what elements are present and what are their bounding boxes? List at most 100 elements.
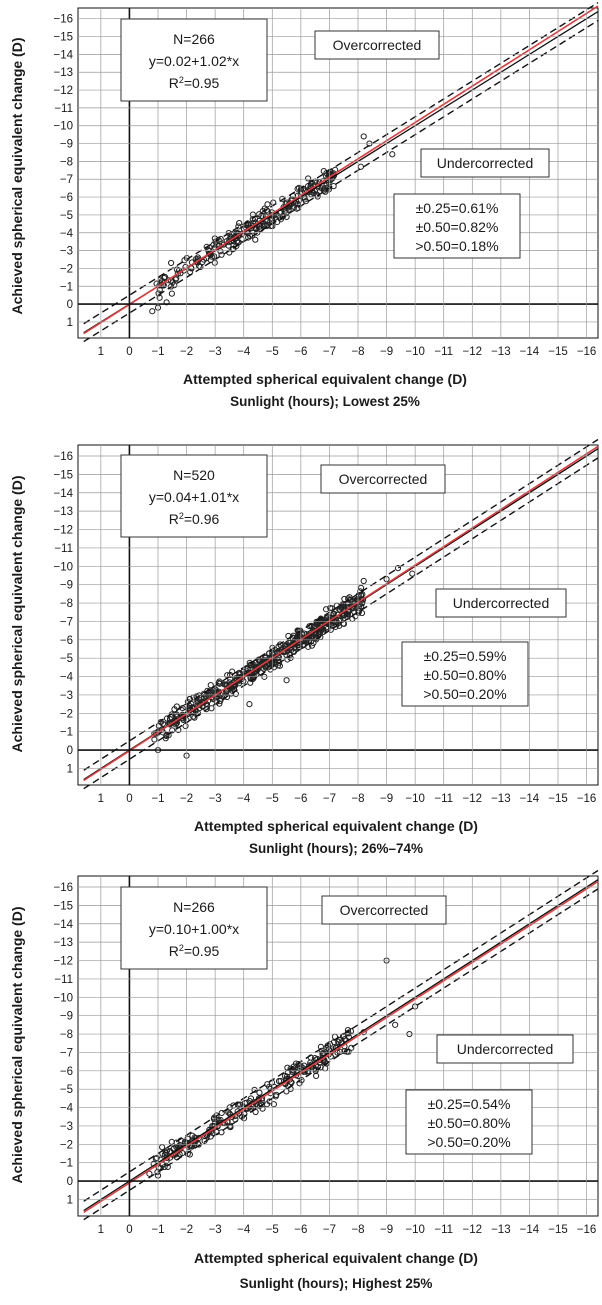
- stats-box: N=520 y=0.04+1.01*x R2=0.96: [120, 454, 268, 538]
- data-point: [344, 611, 352, 618]
- data-point: [173, 1139, 180, 1146]
- accuracy-050: ±0.50=0.82%: [416, 219, 499, 235]
- x-tick-label: −4: [237, 793, 251, 805]
- regression-line: [83, 445, 599, 782]
- data-point: [194, 698, 201, 705]
- x-tick-label: −12: [463, 1224, 483, 1236]
- equation-label: y=0.04+1.01*x: [149, 489, 239, 505]
- data-point: [246, 701, 253, 708]
- accuracy-over-050: >0.50=0.18%: [415, 238, 498, 254]
- y-tick-label: −14: [53, 919, 73, 931]
- lower-tolerance-line: [83, 888, 599, 1221]
- x-tick-label: 1: [98, 793, 104, 805]
- data-point: [318, 1047, 325, 1054]
- regression-line: [83, 880, 599, 1213]
- y-tick-label: −7: [60, 1047, 73, 1059]
- data-point: [322, 606, 330, 613]
- x-tick-labels: 1 0 −1 −2 −3 −4 −5 −6 −7 −8 −9 −10 −11 −12 −13 −14 −15 −1…: [98, 793, 597, 805]
- data-point: [259, 1105, 266, 1112]
- accuracy-box: [405, 1089, 533, 1155]
- data-point: [165, 732, 172, 739]
- r2-label: R2=0.96: [169, 511, 220, 527]
- data-point: [345, 595, 352, 602]
- data-point: [247, 1095, 255, 1102]
- n-label: N=266: [173, 899, 215, 915]
- panel-a: −16−15−14−13−12−11−10−9−8−7−6−5−4−3−2−10…: [9, 2, 599, 409]
- x-tick-label: −12: [463, 793, 483, 805]
- data-point: [392, 1021, 399, 1028]
- x-tick-label: −3: [209, 1224, 222, 1236]
- data-point: [163, 299, 170, 306]
- data-point: [341, 1048, 348, 1055]
- data-point: [263, 222, 270, 230]
- y-tick-label: −15: [53, 32, 73, 44]
- y-tick-label: −4: [60, 672, 74, 684]
- x-tick-label: −5: [266, 793, 279, 805]
- y-tick-label: −11: [54, 543, 73, 555]
- x-tick-label: −10: [405, 1224, 425, 1236]
- data-point: [337, 617, 344, 624]
- x-tick-label: −7: [323, 1224, 336, 1236]
- x-tick-label: −15: [548, 346, 568, 358]
- data-point: [252, 659, 260, 667]
- y-tick-label: −14: [53, 488, 73, 500]
- x-tick-label: −7: [323, 793, 336, 805]
- reference-lines: [83, 438, 599, 790]
- y-tick-label: 1: [67, 317, 73, 329]
- x-tick-label: −14: [520, 1224, 540, 1236]
- y-tick-label: 1: [67, 1194, 73, 1206]
- y-tick-label: −12: [53, 85, 73, 97]
- data-point: [217, 248, 224, 255]
- data-point: [272, 1093, 279, 1100]
- y-tick-label: −5: [60, 1084, 73, 1096]
- x-tick-label: −2: [180, 1224, 193, 1236]
- y-tick-label: −13: [53, 506, 73, 518]
- data-point: [217, 235, 224, 243]
- accuracy-box: [401, 641, 529, 707]
- accuracy-025: ±0.25=0.54%: [428, 1096, 511, 1112]
- data-point: [360, 133, 367, 140]
- y-tick-label: −7: [60, 616, 73, 628]
- x-tick-label: −4: [237, 1224, 251, 1236]
- undercorrected-label: Undercorrected: [453, 595, 550, 611]
- y-tick-label: −8: [60, 598, 73, 610]
- y-tick-label: −15: [53, 469, 73, 481]
- y-tick-label: −3: [60, 246, 73, 258]
- y-tick-label: −16: [53, 882, 73, 894]
- accuracy-over-050: >0.50=0.20%: [427, 1134, 510, 1150]
- overcorrected-box: [320, 464, 446, 494]
- data-point: [358, 603, 365, 610]
- x-tick-label: −10: [405, 346, 425, 358]
- data-point: [268, 215, 275, 222]
- y-tick-label: −1: [60, 281, 73, 293]
- y-tick-label: −9: [60, 139, 73, 151]
- data-point: [223, 693, 231, 701]
- data-point: [283, 1073, 290, 1080]
- undercorrected-label: Undercorrected: [437, 155, 534, 171]
- y-tick-labels: −16−15−14−13−12−11−10−9−8−7−6−5−4−3−2−10…: [53, 451, 73, 775]
- x-tick-label: −3: [209, 793, 222, 805]
- data-point: [151, 736, 158, 743]
- data-point: [327, 604, 334, 612]
- x-axis-label: Attempted spherical equivalent change (D…: [194, 1250, 478, 1266]
- accuracy-025: ±0.25=0.61%: [416, 200, 499, 216]
- x-tick-label: −1: [151, 1224, 164, 1236]
- y-tick-label: −4: [60, 228, 74, 240]
- accuracy-over-050: >0.50=0.20%: [423, 686, 506, 702]
- x-tick-label: −6: [294, 346, 307, 358]
- y-tick-label: −10: [53, 561, 73, 573]
- undercorrected-box: [420, 148, 550, 178]
- y-tick-labels: −16−15−14−13−12−11−10−9−8−7−6−5−4−3−2−10…: [53, 14, 73, 329]
- data-point: [218, 251, 225, 258]
- accuracy-050: ±0.50=0.80%: [424, 667, 507, 683]
- data-point: [146, 1170, 153, 1177]
- x-tick-label: −11: [434, 793, 453, 805]
- data-point: [169, 727, 176, 734]
- y-axis-label: Achieved spherical equivalent change (D): [9, 907, 25, 1184]
- data-point: [153, 730, 160, 737]
- y-tick-labels: −16−15−14−13−12−11−10−9−8−7−6−5−4−3−2−10…: [53, 882, 73, 1206]
- overcorrected-label: Overcorrected: [340, 902, 429, 918]
- y-tick-label: −1: [60, 1158, 73, 1170]
- panel-caption: Sunlight (hours); Highest 25%: [240, 1276, 433, 1291]
- x-tick-label: −9: [380, 346, 393, 358]
